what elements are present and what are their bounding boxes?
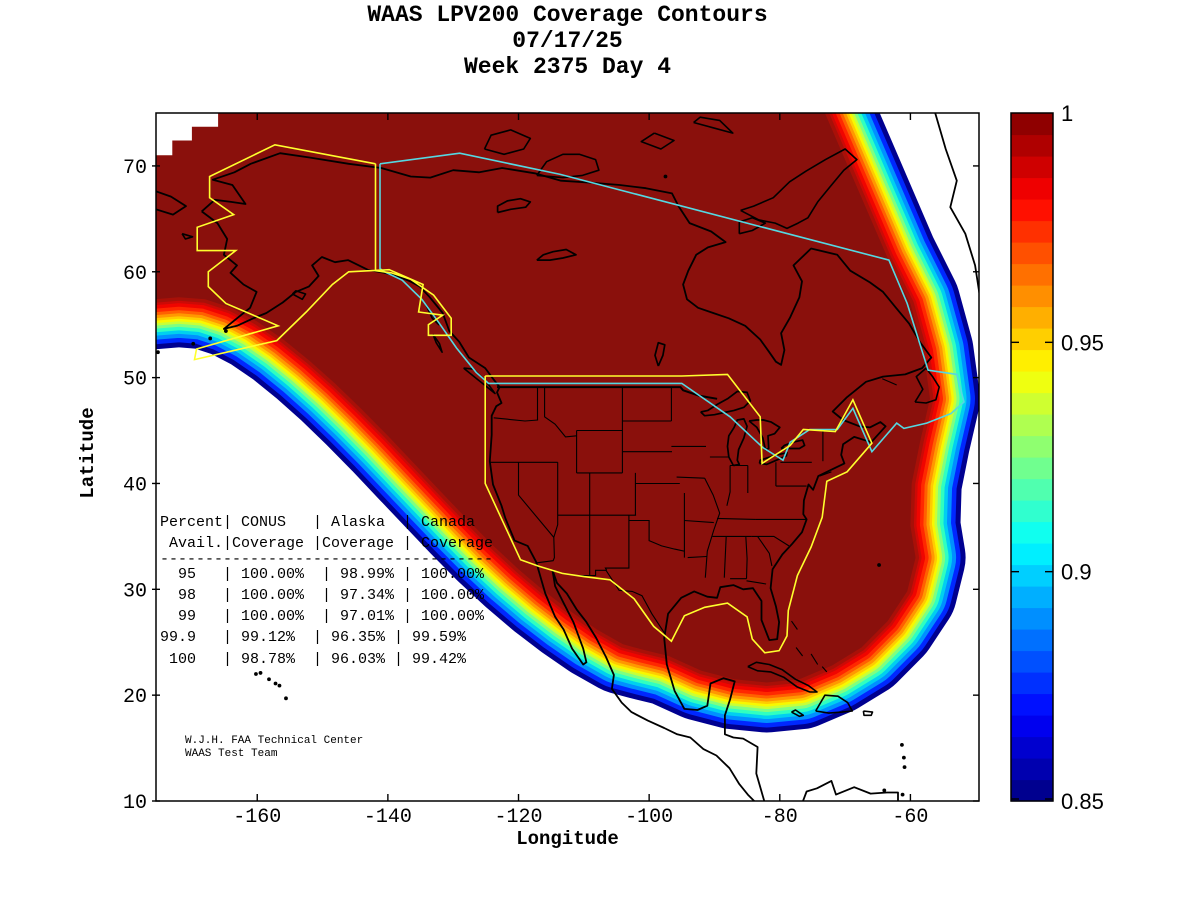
- alaska-boundary-yellow: [193, 143, 452, 361]
- svg-text:30: 30: [123, 580, 147, 603]
- axis-tick-labels: -160 -140 -120 -100 -80 -60 10 20 30 40 50 60 70: [123, 157, 928, 829]
- table-row-99-9: 99.9 | 99.12% | 96.35% | 99.59%: [160, 629, 467, 647]
- attribution-line-2: WAAS Test Team: [185, 748, 278, 760]
- plot-frame: [155, 112, 980, 802]
- state-borders: [490, 378, 897, 673]
- conus-boundary-yellow: [484, 373, 873, 654]
- attribution-line-1: W.J.H. FAA Technical Center: [185, 735, 364, 747]
- colorbar: 1 0.95 0.9 0.85: [1010, 101, 1104, 814]
- title-line-2: 07/17/25: [512, 28, 623, 54]
- table-header-row-1: Percent| CONUS | Alaska | Canada: [160, 514, 476, 531]
- table-row-95: 95 | 100.00% | 98.99% | 100.00%: [160, 565, 485, 583]
- us-canada-border: [497, 386, 718, 400]
- coverage-table-overlay: Percent| CONUS | Alaska | Canada Avail.|…: [160, 512, 493, 670]
- svg-text:70: 70: [123, 157, 147, 180]
- coverage-region-fill: [156, 113, 930, 683]
- svg-text:1: 1: [1061, 101, 1073, 126]
- longitude-axis-label: Longitude: [516, 828, 619, 850]
- coastlines: [156, 113, 979, 801]
- svg-text:0.95: 0.95: [1061, 330, 1104, 355]
- table-separator: -------------------------------------: [160, 554, 494, 564]
- svg-text:40: 40: [123, 474, 147, 497]
- title-line-1: WAAS LPV200 Coverage Contours: [367, 2, 768, 28]
- axis-ticks: [152, 113, 979, 802]
- svg-text:60: 60: [123, 263, 147, 286]
- svg-text:50: 50: [123, 369, 147, 392]
- title-line-3: Week 2375 Day 4: [463, 54, 672, 80]
- svg-text:0.9: 0.9: [1061, 560, 1092, 585]
- svg-text:-160: -160: [233, 806, 281, 829]
- figure-title: WAAS LPV200 Coverage Contours 07/17/25 W…: [156, 2, 979, 80]
- plot-area: [156, 113, 979, 801]
- svg-text:-60: -60: [892, 806, 928, 829]
- colorbar-tick-labels: 1 0.95 0.9 0.85: [1061, 101, 1104, 814]
- table-row-100: 100 | 98.78% | 96.03% | 99.42%: [160, 650, 467, 668]
- table-row-98: 98 | 100.00% | 97.34% | 100.00%: [160, 586, 485, 604]
- svg-text:-100: -100: [625, 806, 673, 829]
- table-row-99: 99 | 100.00% | 97.01% | 100.00%: [160, 608, 485, 626]
- attribution: W.J.H. FAA Technical Center WAAS Test Te…: [185, 735, 363, 761]
- svg-text:10: 10: [123, 792, 147, 815]
- svg-text:0.85: 0.85: [1061, 789, 1104, 814]
- island-dots: [156, 174, 907, 797]
- table-header-row-2: Avail.|Coverage |Coverage | Coverage: [160, 535, 494, 553]
- latitude-axis-label: Latitude: [77, 407, 99, 499]
- svg-text:-140: -140: [364, 806, 412, 829]
- colorbar-frame: [1010, 112, 1054, 802]
- svg-text:-120: -120: [495, 806, 543, 829]
- svg-text:20: 20: [123, 686, 147, 709]
- svg-text:-80: -80: [762, 806, 798, 829]
